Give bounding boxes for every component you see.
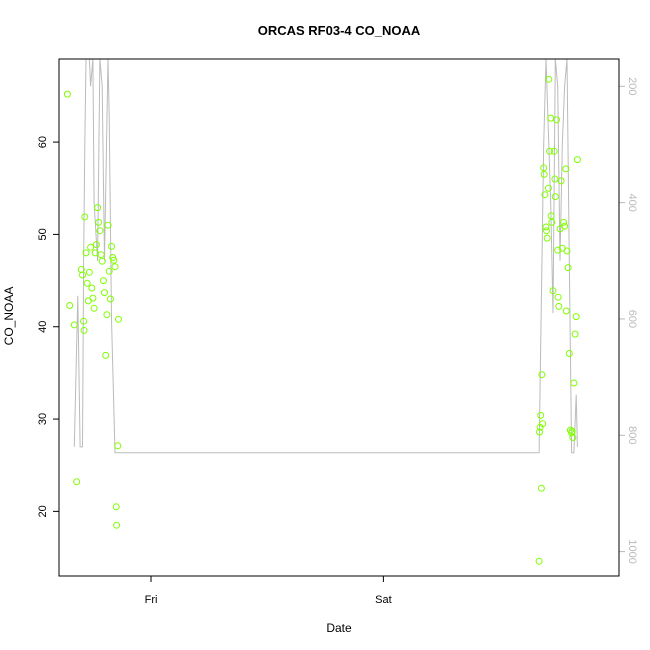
data-point [73, 478, 81, 486]
data-point [94, 204, 102, 212]
x-tick-label: Fri [145, 594, 158, 606]
data-point [99, 277, 107, 285]
y2-tick-label: 1000 [626, 539, 638, 563]
data-point [561, 222, 569, 230]
data-point [554, 246, 562, 254]
data-point [110, 256, 118, 264]
data-point [104, 221, 112, 229]
y2-tick-label: 200 [626, 77, 638, 95]
data-point [539, 420, 547, 428]
data-point [101, 289, 108, 297]
data-point [96, 227, 104, 235]
data-point [555, 302, 563, 310]
data-point [66, 302, 74, 309]
x-axis-label: Date [326, 621, 352, 635]
data-point [560, 218, 567, 226]
data-point [537, 411, 545, 419]
data-point [541, 191, 549, 199]
y-tick-label: 30 [37, 413, 49, 425]
data-point [571, 330, 579, 338]
data-point [111, 263, 119, 271]
data-point [89, 294, 97, 302]
data-point [105, 267, 113, 275]
data-point [95, 218, 103, 226]
data-point [554, 293, 562, 301]
data-point [536, 428, 543, 436]
data-point [90, 304, 98, 312]
data-point [92, 241, 100, 249]
data-point [564, 264, 572, 272]
data-point [540, 164, 548, 172]
axes-layer: 20 30 40 50 60 200 400 600 800 1000 Fri Sat [37, 77, 638, 606]
data-point [547, 212, 555, 220]
data-point [572, 313, 580, 321]
data-point [540, 170, 548, 178]
data-point [108, 242, 115, 250]
data-point [548, 218, 556, 226]
data-point [563, 247, 571, 255]
data-point [551, 175, 559, 183]
data-point [87, 243, 95, 251]
data-point [80, 326, 88, 334]
y-tick-label: 40 [37, 321, 49, 333]
data-point [70, 321, 78, 329]
y2-tick-label: 400 [626, 193, 638, 211]
data-point [535, 557, 543, 565]
data-point [85, 268, 93, 276]
data-point [536, 423, 544, 431]
y-axis-label: CO_NOAA [2, 287, 16, 346]
data-point [557, 177, 565, 185]
data-point [573, 156, 581, 164]
data-point [79, 271, 86, 279]
data-point [115, 315, 122, 323]
plot-frame [58, 58, 620, 577]
x-tick-label: Sat [375, 594, 392, 606]
data-point [98, 257, 106, 265]
data-point [551, 193, 559, 201]
data-point [562, 165, 570, 173]
scatter-points-layer [63, 75, 581, 565]
series-line [73, 58, 578, 454]
data-point [549, 287, 557, 295]
data-point [550, 147, 558, 155]
data-point [112, 503, 120, 511]
data-point [543, 227, 550, 235]
chart-title: ORCAS RF03-4 CO_NOAA [258, 23, 421, 38]
data-point [569, 434, 577, 441]
data-point [544, 184, 552, 192]
y2-tick-label: 600 [626, 310, 638, 328]
data-point [553, 116, 560, 124]
data-point [542, 223, 550, 231]
data-point [543, 234, 551, 242]
data-point [97, 251, 105, 259]
data-point [82, 249, 90, 257]
y-tick-label: 50 [37, 228, 49, 240]
data-point [106, 295, 114, 303]
series-line-layer [73, 58, 578, 454]
data-point [538, 371, 546, 379]
data-point [113, 521, 121, 529]
data-point [102, 351, 110, 359]
data-point [88, 284, 96, 292]
data-point [103, 311, 111, 319]
data-point [114, 442, 122, 450]
data-point [80, 317, 88, 325]
y-tick-label: 20 [37, 505, 49, 517]
data-point [83, 279, 91, 287]
data-point [545, 75, 553, 83]
data-point [562, 307, 570, 315]
data-point [547, 114, 555, 122]
data-point [570, 379, 578, 387]
data-point [565, 350, 573, 357]
y2-tick-label: 800 [626, 426, 638, 444]
data-point [81, 213, 89, 221]
data-point [546, 147, 553, 155]
data-point [537, 484, 545, 492]
data-point [63, 90, 71, 98]
y-tick-label: 60 [37, 136, 49, 148]
